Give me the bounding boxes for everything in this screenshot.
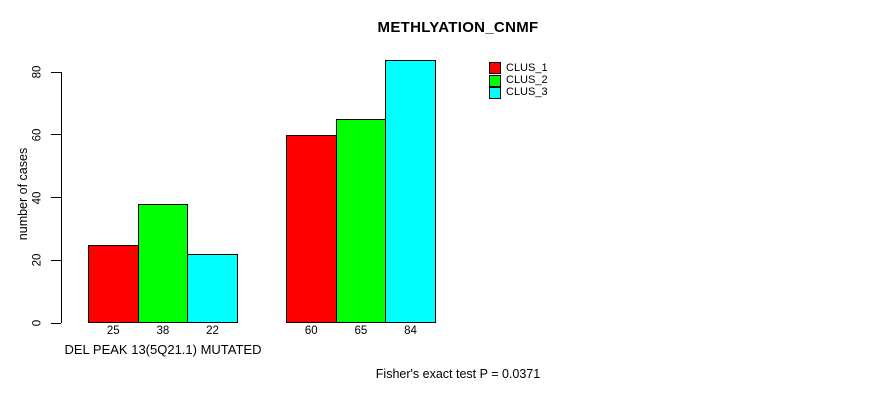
bar-clus_3 — [187, 254, 238, 323]
legend-label: CLUS_1 — [506, 61, 548, 74]
bar-value-label: 22 — [206, 324, 219, 337]
legend-label: CLUS_3 — [506, 86, 548, 99]
x-axis-group-label: DEL PEAK 13(5Q21.1) MUTATED — [64, 342, 262, 357]
bar-clus_1 — [88, 244, 139, 323]
legend-item-clus_2: CLUS_2 — [489, 74, 548, 87]
bar-value-label: 84 — [404, 324, 417, 337]
fisher-test-annotation: Fisher's exact test P = 0.0371 — [375, 367, 541, 381]
legend-swatch-clus_1 — [489, 62, 501, 75]
y-axis-line — [61, 71, 62, 324]
y-tick-mark — [51, 322, 61, 324]
y-tick-label: 80 — [30, 65, 43, 79]
y-tick-label: 40 — [30, 191, 43, 204]
y-tick-label: 0 — [30, 319, 43, 327]
legend-item-clus_1: CLUS_1 — [489, 61, 548, 75]
y-tick-mark — [51, 134, 61, 136]
bar-value-label: 65 — [354, 324, 368, 337]
y-tick-label: 20 — [30, 253, 43, 267]
y-tick-mark — [51, 71, 61, 73]
y-tick-mark — [51, 259, 61, 261]
bar-value-label: 60 — [304, 324, 318, 337]
bar-value-label: 25 — [106, 324, 120, 337]
bar-value-label: 38 — [156, 324, 170, 337]
bar-clus_1 — [286, 134, 337, 323]
y-tick-mark — [51, 197, 61, 199]
y-tick-label: 60 — [30, 128, 43, 142]
legend: CLUS_1 CLUS_2 CLUS_3 — [489, 62, 548, 99]
bar-clus_2 — [335, 119, 387, 323]
legend-swatch-clus_3 — [489, 86, 501, 99]
legend-swatch-clus_2 — [489, 74, 501, 87]
y-axis-title: number of cases — [16, 147, 30, 241]
bar-clus_2 — [137, 203, 189, 323]
chart-title: METHLYATION_CNMF — [377, 19, 539, 36]
legend-label: CLUS_2 — [506, 74, 548, 87]
bar-clus_3 — [385, 59, 436, 323]
legend-item-clus_3: CLUS_3 — [489, 86, 548, 99]
